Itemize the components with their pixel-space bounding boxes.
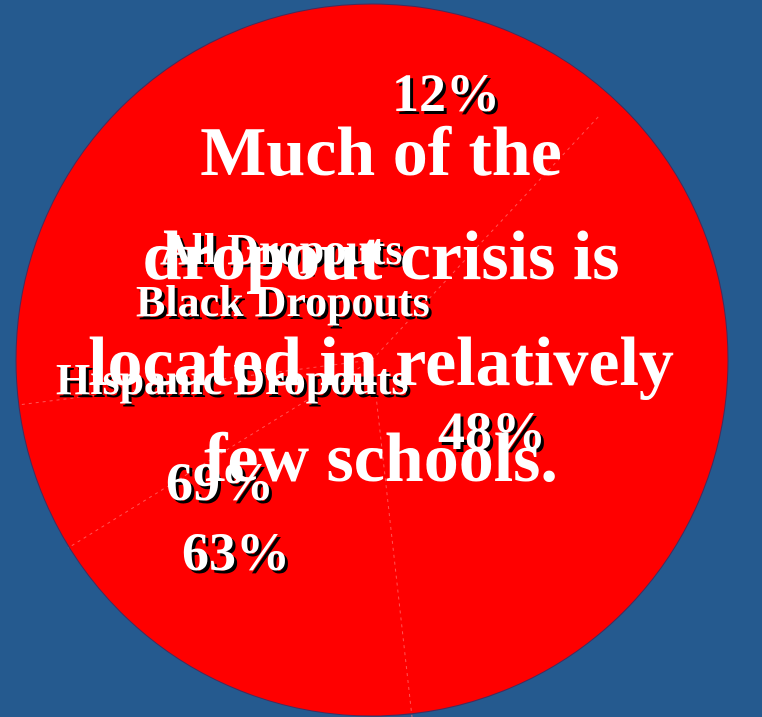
pct-label-69: 69% xyxy=(166,452,274,512)
category-label-black-dropouts: Black Dropouts xyxy=(136,277,430,326)
pct-label-48: 48% xyxy=(438,401,546,461)
title-line-2: dropout crisis is xyxy=(142,218,620,295)
title-line-3: located in relatively xyxy=(88,324,674,401)
pct-label-12: 12% xyxy=(392,63,500,123)
category-label-hispanic-dropouts: Hispanic Dropouts xyxy=(56,355,409,404)
category-label-all-dropouts: All Dropouts xyxy=(160,225,403,274)
pct-label-63: 63% xyxy=(182,522,290,582)
title-line-4: few schools. xyxy=(204,420,558,497)
title-line-1: Much of the xyxy=(200,114,562,191)
